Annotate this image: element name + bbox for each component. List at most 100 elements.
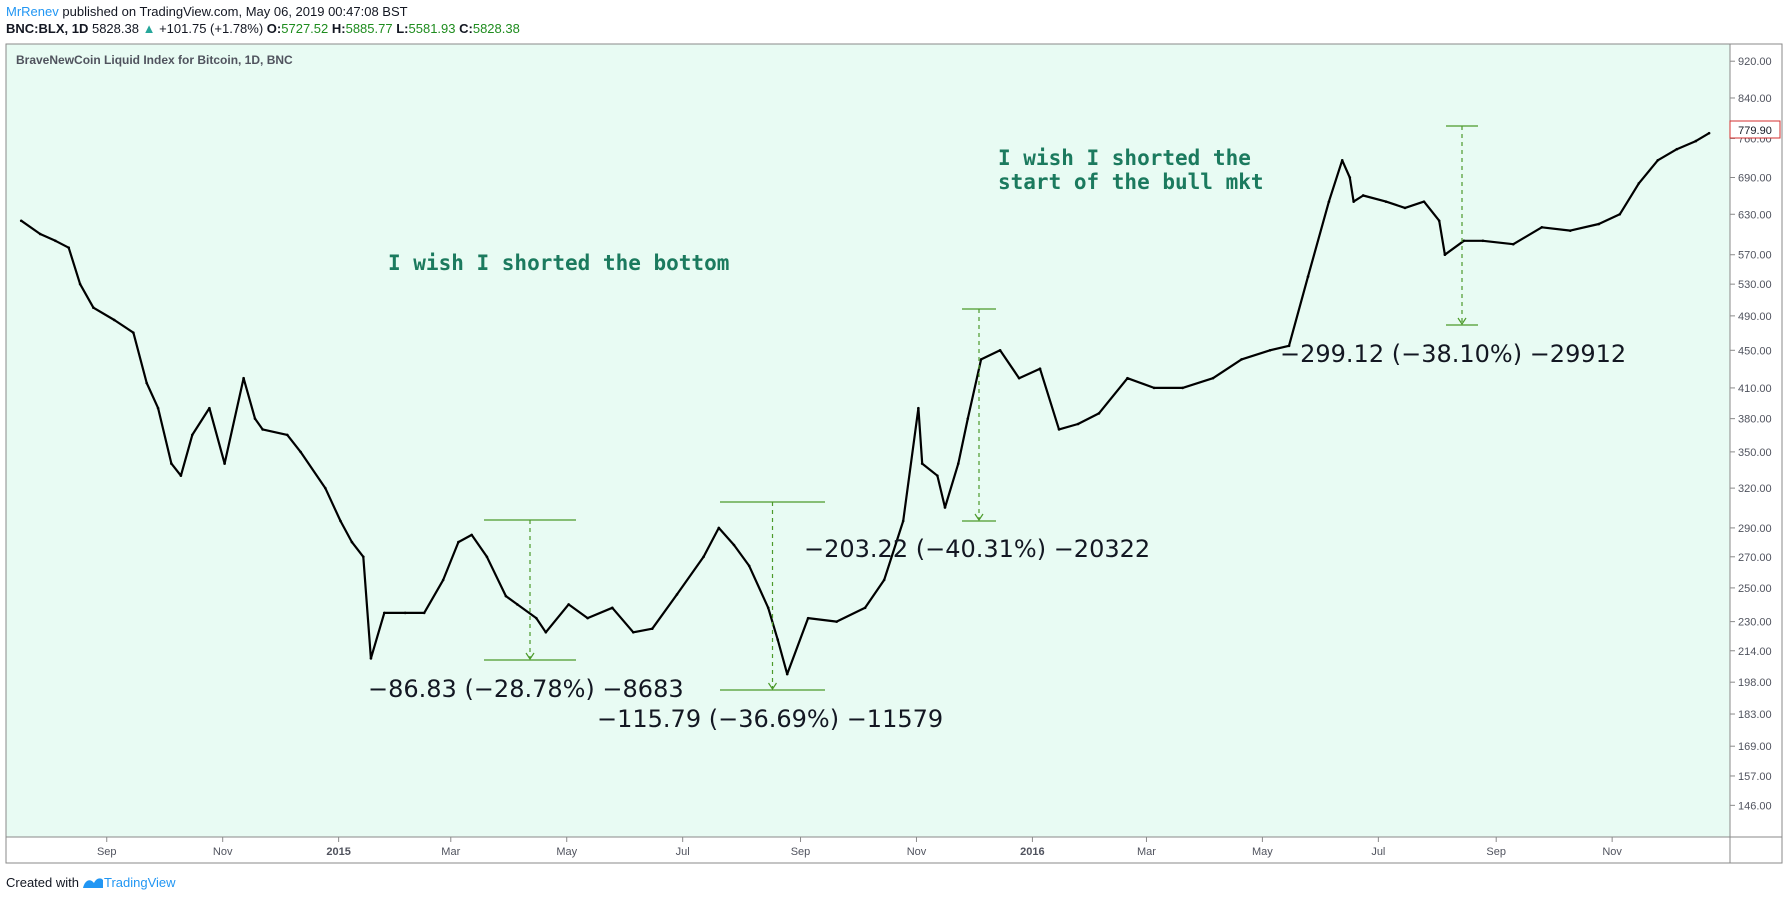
y-tick-label: 290.00	[1738, 523, 1772, 535]
price-point	[1240, 358, 1243, 361]
y-tick-label: 450.00	[1738, 345, 1772, 357]
price-point	[145, 381, 148, 385]
price-point	[339, 519, 342, 523]
tradingview-brand: TradingView	[103, 875, 176, 890]
price-point	[675, 593, 679, 596]
y-tick-label: 157.00	[1738, 771, 1772, 783]
y-tick-label: 530.00	[1738, 279, 1772, 291]
price-point	[441, 578, 445, 582]
change-arrow-icon: ▲	[142, 21, 156, 36]
price-point	[1352, 200, 1355, 203]
low-value: 5581.93	[408, 21, 456, 36]
plot-area[interactable]	[5, 43, 1731, 838]
price-point	[54, 239, 57, 243]
y-tick-label: 270.00	[1738, 552, 1772, 564]
y-tick-label: 183.00	[1738, 709, 1772, 721]
price-point	[403, 611, 407, 615]
chart-frame	[5, 43, 1783, 864]
tradingview-logo-icon	[82, 877, 103, 888]
price-point	[1512, 242, 1515, 246]
price-point	[38, 232, 42, 236]
price-point	[806, 616, 810, 620]
price-point	[901, 519, 905, 523]
y-tick-label: 690.00	[1738, 173, 1772, 185]
price-point	[776, 638, 780, 641]
price-point	[1481, 239, 1485, 243]
x-tick-label: Nov	[907, 846, 927, 858]
price-point	[966, 417, 970, 420]
price-point	[1348, 176, 1352, 179]
y-tick-label: 230.00	[1738, 617, 1772, 629]
price-point	[1675, 147, 1679, 151]
price-point	[1422, 200, 1426, 203]
price-point	[242, 376, 245, 380]
measure-arrow-icon	[974, 513, 984, 522]
y-tick-label: 410.00	[1738, 383, 1772, 395]
price-point	[92, 306, 95, 310]
price-point	[1268, 348, 1272, 352]
close-label: C:	[459, 21, 473, 36]
measure-tools[interactable]	[484, 125, 1478, 691]
annotation-bull-line2: start of the bull mkt	[998, 170, 1264, 194]
measure-label-2: −115.79 (−36.69%) −11579	[597, 705, 943, 733]
price-point	[1057, 428, 1061, 431]
price-point	[1287, 344, 1291, 348]
symbol-label: BNC:BLX, 1D	[6, 21, 89, 36]
created-with-label: Created with	[6, 875, 79, 890]
price-point	[253, 417, 257, 420]
price-point	[631, 630, 635, 634]
price-point	[170, 462, 173, 465]
high-label: H:	[331, 21, 346, 36]
price-point	[998, 348, 1002, 352]
price-point	[1637, 182, 1641, 185]
author-link[interactable]: MrRenev	[6, 4, 59, 19]
annotation-bottom: I wish I shorted the bottom	[388, 251, 729, 275]
x-tick-label: Sep	[1486, 846, 1506, 858]
y-tick-label: 146.00	[1738, 800, 1772, 812]
measure-arrow-icon	[525, 652, 535, 661]
price-point	[1694, 139, 1698, 143]
measure-arrow-icon	[768, 682, 777, 691]
price-point	[835, 620, 838, 623]
x-tick-label: Sep	[791, 846, 811, 858]
annotation-bull-line1: I wish I shorted the	[998, 146, 1251, 170]
ohlc-line: BNC:BLX, 1D 5828.38 ▲ +101.75 (+1.78%) O…	[6, 21, 520, 36]
y-tick-label: 198.00	[1738, 677, 1772, 689]
price-point	[943, 506, 947, 509]
price-point	[362, 555, 365, 559]
price-series	[19, 131, 1711, 676]
price-point	[504, 594, 508, 598]
price-point	[611, 606, 614, 610]
x-tick-label: Nov	[1602, 846, 1622, 858]
price-point	[1340, 158, 1344, 162]
price-point	[516, 603, 519, 606]
price-point	[702, 555, 705, 559]
price-point	[132, 331, 135, 335]
price-point	[936, 474, 939, 477]
price-point	[1540, 226, 1544, 229]
price-point	[1597, 222, 1601, 226]
price-point	[190, 433, 194, 437]
y-tick-label: 214.00	[1738, 646, 1772, 658]
y-tick-label: 630.00	[1738, 209, 1772, 221]
price-point	[156, 406, 160, 410]
x-tick-label: Sep	[97, 846, 117, 858]
tradingview-link[interactable]: TradingView	[82, 875, 176, 890]
footer: Created with TradingView	[6, 875, 176, 890]
price-point	[863, 606, 867, 610]
measure-arrow-icon	[1457, 317, 1467, 326]
y-tick-label: 840.00	[1738, 93, 1772, 105]
chart-title: BraveNewCoin Liquid Index for Bitcoin, 1…	[16, 53, 293, 67]
y-tick-label: 570.00	[1738, 250, 1772, 262]
price-point	[179, 474, 183, 477]
publish-line: MrRenev published on TradingView.com, Ma…	[6, 4, 408, 19]
price-point	[223, 462, 226, 465]
price-point	[382, 611, 386, 615]
last-price-badge: 779.90	[1729, 120, 1781, 139]
price-point	[1618, 212, 1622, 216]
price-point	[650, 627, 654, 631]
y-axis: 920.00840.00760.00690.00630.00570.00530.…	[1730, 56, 1772, 812]
x-axis: Sep Nov 2015 Mar May Jul Sep Nov 2016 Mar May Jul Se…	[97, 837, 1622, 858]
price-point	[920, 462, 924, 465]
